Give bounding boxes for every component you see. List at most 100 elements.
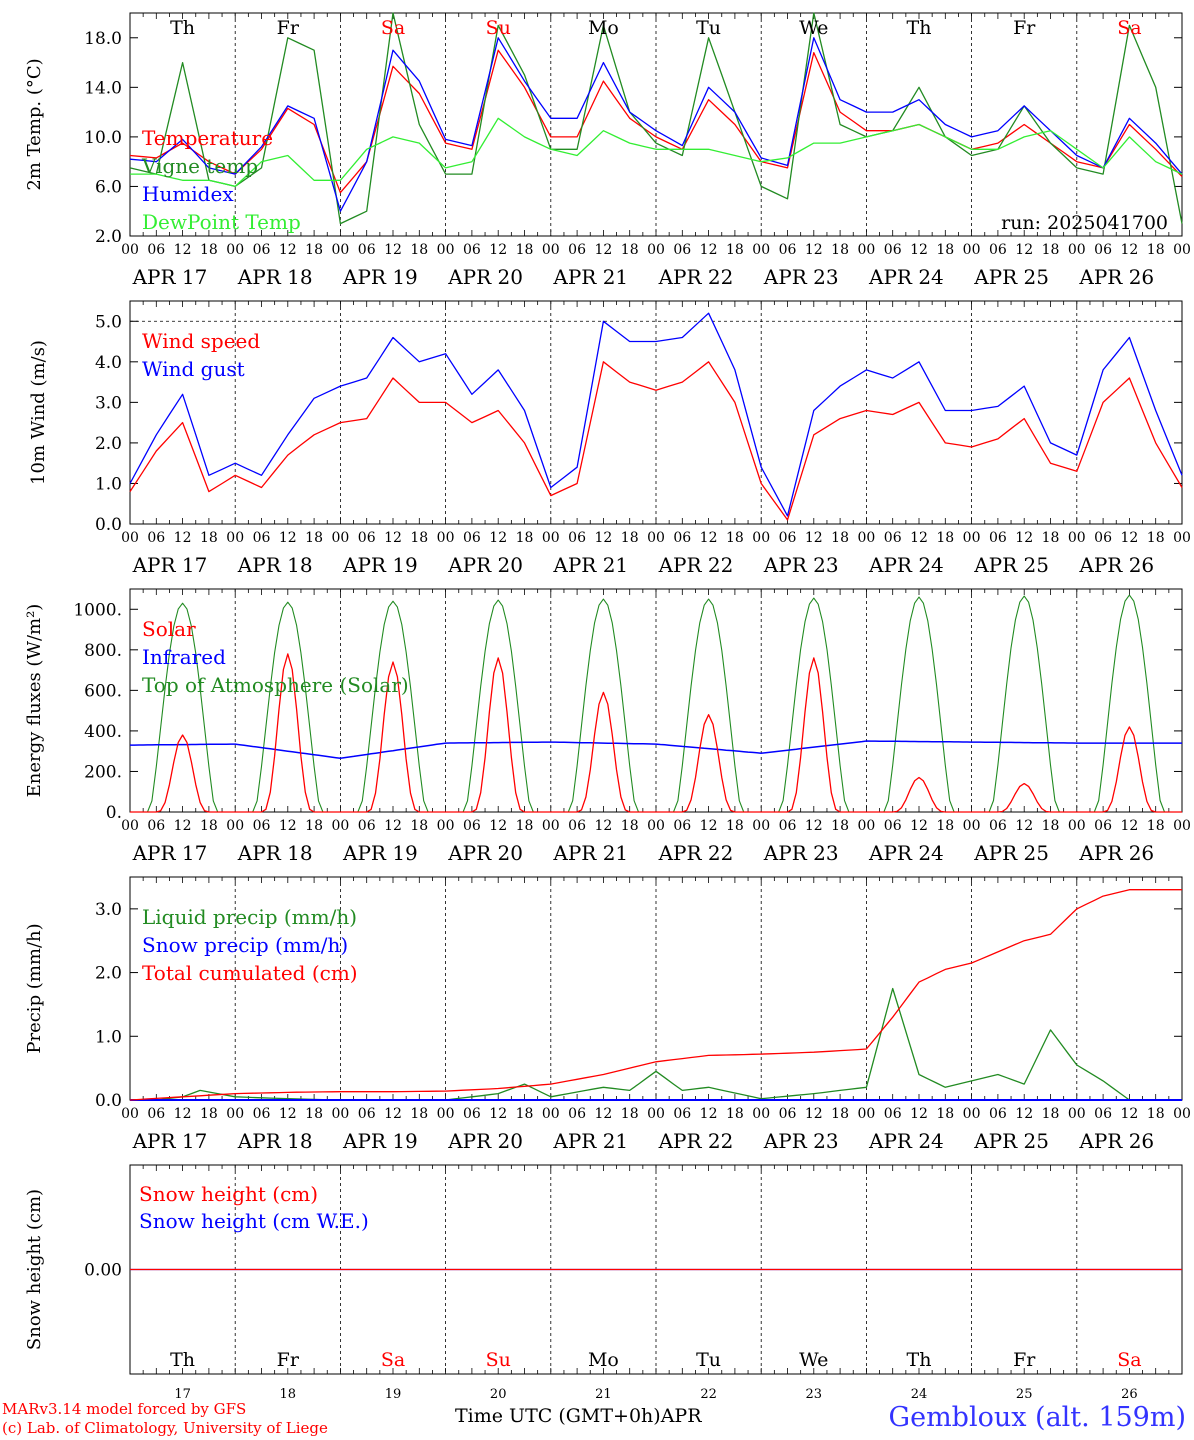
hour-tick-label: 06 [463,1106,481,1122]
weekday-label: Mo [588,1349,619,1371]
date-label: APR 24 [868,1129,944,1153]
date-label: APR 22 [658,265,734,289]
hour-tick-label: 18 [936,530,954,546]
hour-tick-label: 06 [463,818,481,834]
y-tick-label: 0.0 [95,1091,122,1111]
hour-tick-label: 18 [1147,242,1165,258]
weekday-label: Su [486,1349,511,1371]
hour-tick-label: 18 [516,242,534,258]
hour-tick-label: 12 [279,530,297,546]
credit-model: MARv3.14 model forced by GFS [2,1400,247,1418]
hour-tick-label: 18 [831,530,849,546]
hour-tick-label: 00 [647,242,665,258]
hour-tick-label: 06 [1094,242,1112,258]
series-dewpoint-temp [130,117,1183,188]
hour-tick-label: 06 [779,530,797,546]
legend-vigne-temp: Vigne temp [141,154,258,178]
legend-snow-height-cm-w-e-: Snow height (cm W.E.) [139,1209,369,1233]
y-tick-label: 1.0 [95,1027,122,1047]
hour-tick-label: 00 [121,530,139,546]
hour-tick-label: 06 [253,818,271,834]
legend-total-cumulated-cm-: Total cumulated (cm) [142,961,358,985]
hour-tick-label: 12 [1015,1106,1033,1122]
hour-tick-label: 18 [936,242,954,258]
hour-tick-label: 00 [226,530,244,546]
date-label: APR 23 [763,265,839,289]
hour-tick-label: 18 [726,530,744,546]
date-label: APR 17 [132,1129,208,1153]
hour-tick-label: 06 [1094,1106,1112,1122]
hour-tick-label: 12 [489,1106,507,1122]
panel-energy: 0. 200. 400. 600. 800. 1000. Energy fluxes (W/… [24,588,1191,865]
hour-tick-label: 18 [516,1106,534,1122]
hour-tick-label: 06 [463,242,481,258]
hour-tick-label: 06 [779,1106,797,1122]
day-number-label: 18 [280,1387,297,1402]
hour-tick-label: 12 [1120,242,1138,258]
hour-tick-label: 06 [463,530,481,546]
hour-tick-label: 00 [1068,242,1086,258]
hour-tick-label: 18 [410,530,428,546]
hour-tick-label: 00 [121,1106,139,1122]
hour-tick-label: 18 [621,242,639,258]
time-axis-title: Time UTC (GMT+0h)APR [455,1405,702,1427]
hour-tick-label: 00 [857,818,875,834]
hour-tick-label: 18 [726,818,744,834]
y-tick-label: 5.0 [95,312,122,332]
legend-humidex: Humidex [142,182,234,206]
date-label: APR 18 [237,841,313,865]
hour-tick-label: 12 [805,242,823,258]
date-label: APR 24 [868,841,944,865]
weekday-label: Sa [381,17,405,39]
hour-tick-label: 06 [673,242,691,258]
series-vigne-temp [129,12,1183,225]
y-tick-label: 800. [84,641,122,661]
hour-tick-label: 12 [700,530,718,546]
hour-tick-label: 00 [542,1106,560,1122]
date-label: APR 17 [132,553,208,577]
hour-tick-label: 00 [647,530,665,546]
weekday-label: Tu [696,17,721,39]
y-tick-label: 0.00 [84,1261,122,1281]
hour-tick-label: 18 [1147,1106,1165,1122]
hour-tick-label: 00 [857,1106,875,1122]
hour-tick-label: 12 [700,818,718,834]
date-label: APR 25 [973,1129,1049,1153]
date-label: APR 21 [552,1129,628,1153]
run-label: run: 2025041700 [1001,212,1168,234]
hour-tick-label: 00 [963,1106,981,1122]
hour-tick-label: 12 [1120,818,1138,834]
hour-tick-label: 12 [489,242,507,258]
day-number-label: 23 [806,1387,823,1402]
hour-tick-label: 00 [1068,530,1086,546]
hour-tick-label: 18 [621,1106,639,1122]
hour-tick-label: 18 [200,818,218,834]
date-label: APR 18 [237,265,313,289]
panel-precip: 0.0 1.0 2.0 3.0 Precip (mm/h) 00 06 12 18 APR 17 0… [24,876,1191,1153]
hour-tick-label: 12 [384,1106,402,1122]
hour-tick-label: 12 [805,1106,823,1122]
y-tick-label: 3.0 [95,900,122,920]
date-label: APR 21 [552,265,628,289]
hour-tick-label: 00 [1173,242,1191,258]
hour-tick-label: 18 [831,242,849,258]
date-label: APR 18 [237,1129,313,1153]
hour-tick-label: 06 [358,242,376,258]
hour-tick-label: 18 [936,1106,954,1122]
hour-tick-label: 00 [1173,1106,1191,1122]
date-label: APR 25 [973,265,1049,289]
weekday-label: We [799,17,828,39]
hour-tick-label: 12 [594,818,612,834]
hour-tick-label: 00 [752,530,770,546]
weekday-label: Tu [696,1349,721,1371]
hour-tick-label: 12 [1015,242,1033,258]
weekday-label: Fr [277,1349,300,1371]
date-label: APR 26 [1078,841,1154,865]
hour-tick-label: 18 [1042,1106,1060,1122]
y-tick-label: 18.0 [84,29,122,49]
hour-tick-label: 06 [673,1106,691,1122]
date-label: APR 23 [763,841,839,865]
date-label: APR 22 [658,553,734,577]
weekday-label: Th [907,17,932,39]
